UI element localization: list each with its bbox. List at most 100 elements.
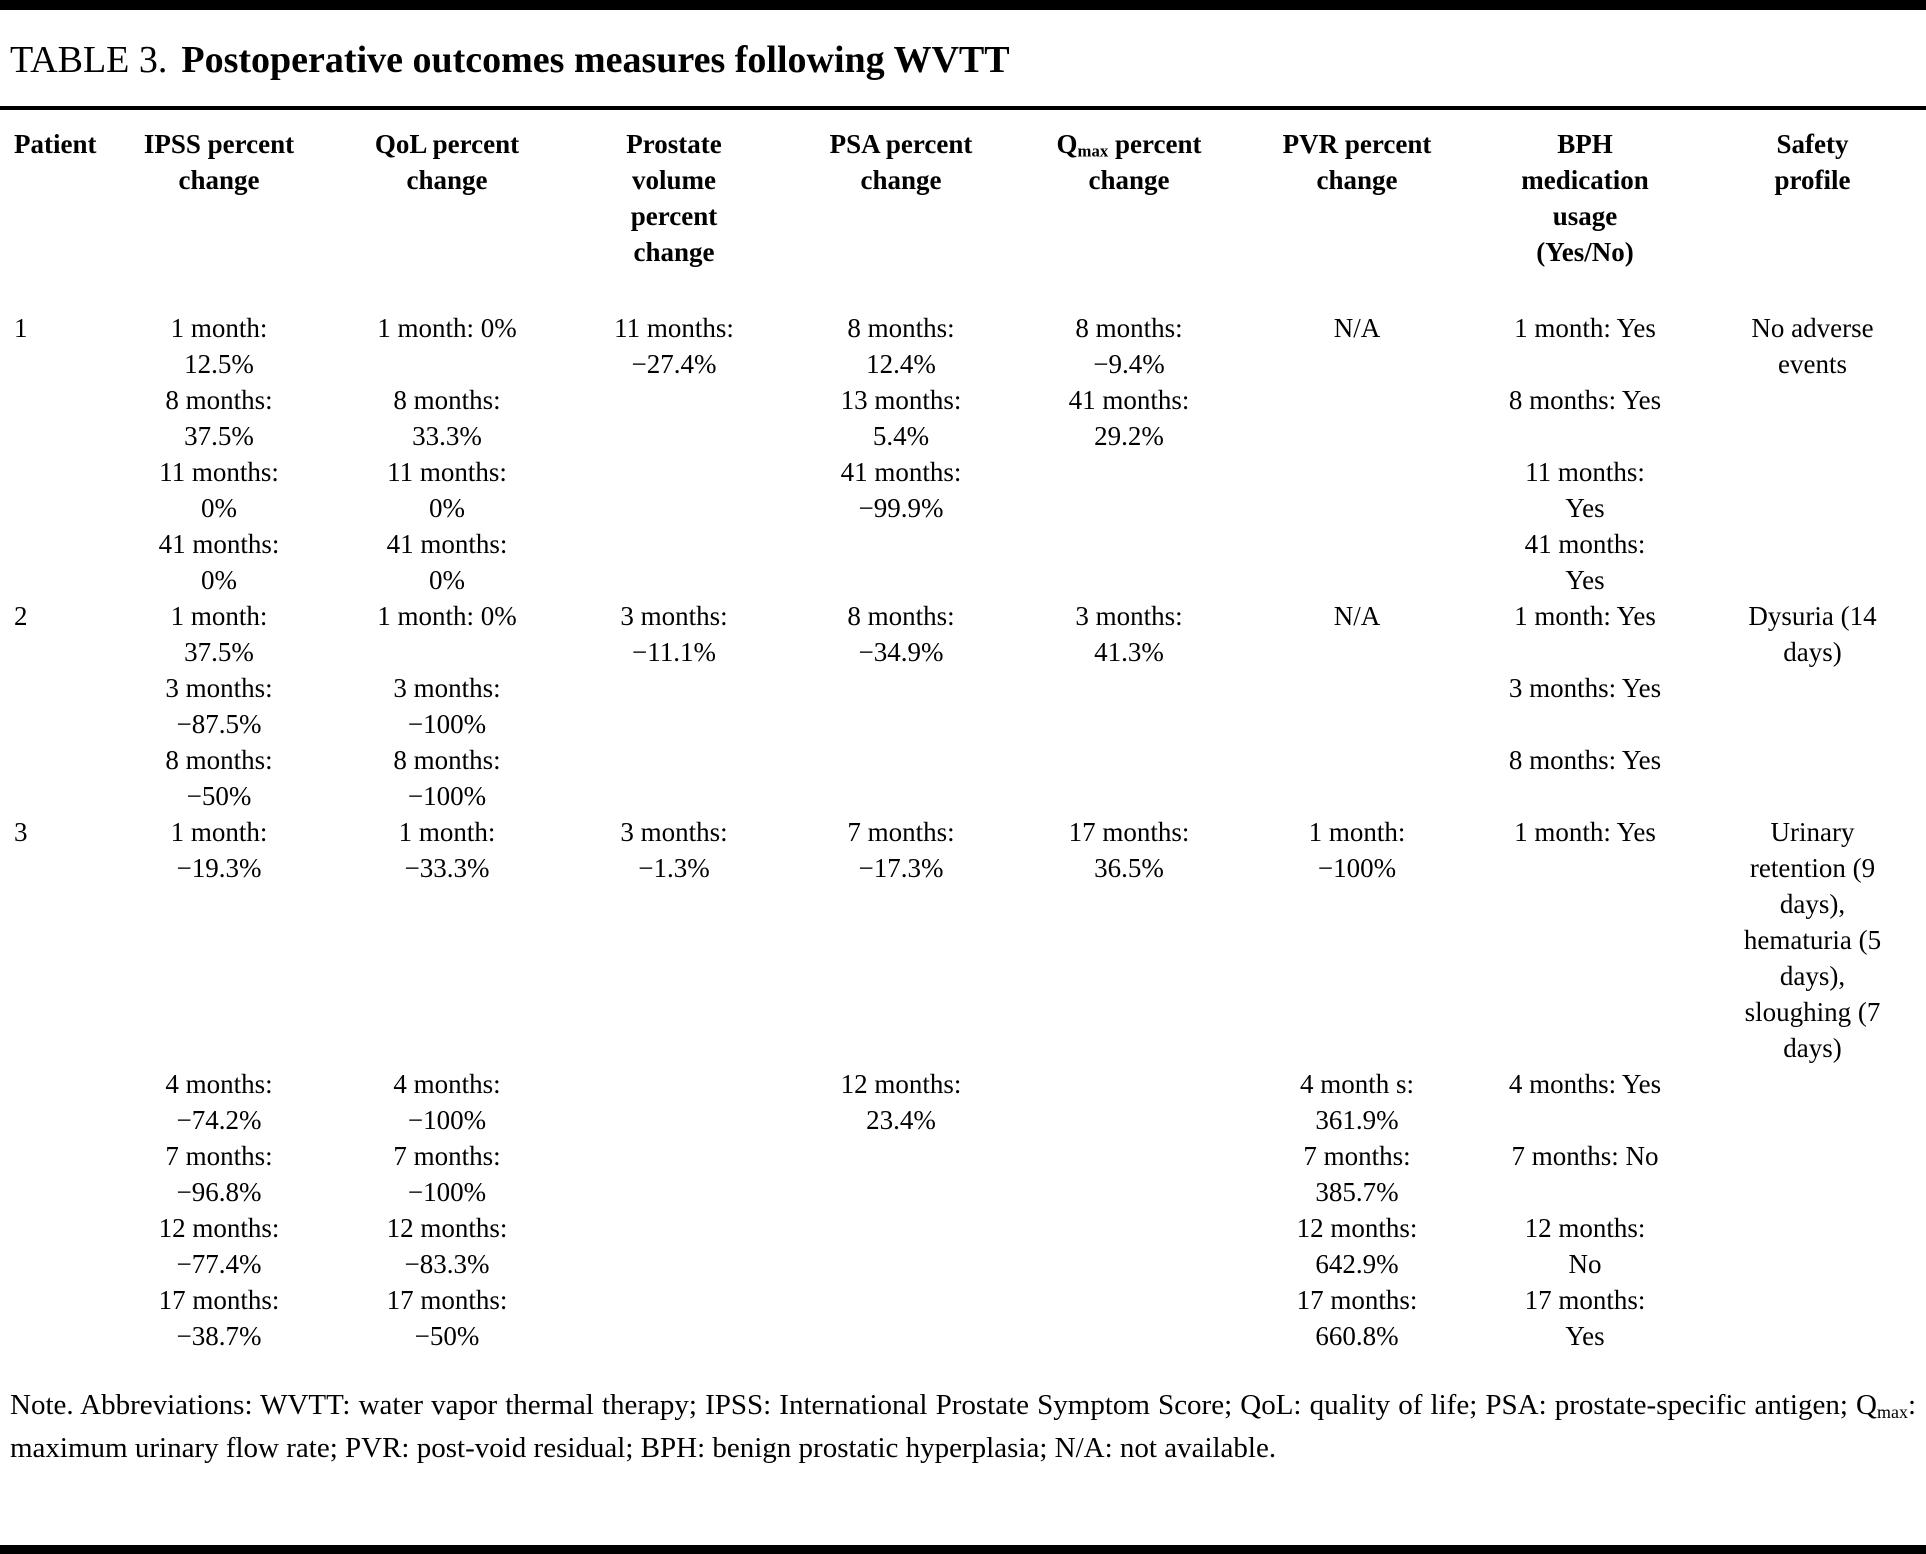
cell-safety: Urinary retention (9 days), hematuria (5 day… <box>1699 814 1926 1066</box>
header-prostate-volume-label: Prostate volume percent change <box>626 129 722 267</box>
cell-entry: 8 months: −9.4% <box>1015 310 1243 382</box>
entry-line: 3 months: <box>620 817 728 847</box>
entry-line: −74.2% <box>176 1105 262 1135</box>
cell-safety: No adverse events <box>1699 310 1926 598</box>
entry-line: −19.3% <box>176 853 262 883</box>
cell-entry: 7 months: No <box>1471 1138 1699 1210</box>
note-text-after: : maximum urinary flow rate; PVR: post-v… <box>10 1389 1916 1464</box>
entry-line: 8 months: <box>393 745 501 775</box>
entry-line: −96.8% <box>176 1177 262 1207</box>
entry-line: 8 months: <box>847 313 955 343</box>
entry-line: No adverse <box>1751 313 1874 343</box>
cell-safety <box>1699 1066 1926 1354</box>
cell-entry: 8 months: 37.5% <box>105 382 333 454</box>
entry-line: 1 month: <box>1308 817 1406 847</box>
cell-entry: 11 months: 0% <box>105 454 333 526</box>
cell-entry: 11 months: 0% <box>333 454 561 526</box>
entry-line: −17.3% <box>858 853 944 883</box>
cell-entry: Dysuria (14 days) <box>1699 598 1926 670</box>
cell-qmax: 17 months: 36.5% <box>1015 814 1243 1066</box>
cell-entry: 11 months: Yes <box>1471 454 1699 526</box>
entry-line: 41 months: <box>158 529 280 559</box>
cell-entry: 4 months: −74.2% <box>105 1066 333 1138</box>
top-rule <box>0 0 1926 10</box>
header-qmax: Qmax percent change <box>1015 110 1243 310</box>
entry-line: 5.4% <box>872 421 930 451</box>
cell-entry: N/A <box>1243 310 1471 382</box>
entry-line: −38.7% <box>176 1321 262 1351</box>
cell-qmax: 8 months: −9.4% 41 months: 29.2% <box>1015 310 1243 598</box>
entry-line: 33.3% <box>412 421 482 451</box>
cell-entry: 1 month: −19.3% <box>105 814 333 886</box>
cell-entry: 3 months: −1.3% <box>561 814 787 886</box>
entry-line: 17 months: <box>1068 817 1190 847</box>
cell-entry: 41 months: Yes <box>1471 526 1699 598</box>
cell-qmax <box>1015 1066 1243 1354</box>
cell-patient <box>0 1066 105 1354</box>
entry-line: 660.8% <box>1315 1321 1399 1351</box>
entry-line: 29.2% <box>1094 421 1164 451</box>
note-qmax-subscript: max <box>1877 1401 1908 1422</box>
entry-line: Yes <box>1565 1321 1605 1351</box>
cell-ipss: 1 month: 12.5% 8 months: 37.5% 11 months: 0% 4… <box>105 310 333 598</box>
entry-line: 7 months: <box>393 1141 501 1171</box>
cell-psa: 7 months: −17.3% <box>787 814 1015 1066</box>
entry-line: 41.3% <box>1094 637 1164 667</box>
entry-line: 1 month: <box>170 817 268 847</box>
header-qol: QoL percent change <box>333 110 561 310</box>
cell-bph: 1 month: Yes 3 months: Yes 8 months: Yes <box>1471 598 1699 814</box>
entry-line: 1 month: Yes <box>1514 817 1656 847</box>
entry-line: 7 months: <box>1303 1141 1411 1171</box>
cell-entry: 3 months: −87.5% <box>105 670 333 742</box>
entry-line: 0% <box>429 565 465 595</box>
entry-line: −87.5% <box>176 709 262 739</box>
entry-line: 17 months: <box>1524 1285 1646 1315</box>
entry-line: Yes <box>1565 565 1605 595</box>
entry-line: days) <box>1783 1033 1842 1063</box>
entry-line: 361.9% <box>1315 1105 1399 1135</box>
cell-bph: 4 months: Yes 7 months: No 12 months: No 17 … <box>1471 1066 1699 1354</box>
table-row: 4 months: −74.2% 7 months: −96.8% 12 months:… <box>0 1066 1926 1354</box>
cell-qol: 4 months: −100% 7 months: −100% 12 months: −8… <box>333 1066 561 1354</box>
entry-line: 4 month s: <box>1299 1069 1414 1099</box>
entry-line: 12 months: <box>386 1213 508 1243</box>
cell-entry: 12 months: 642.9% <box>1243 1210 1471 1282</box>
entry-line: −50% <box>186 781 252 811</box>
cell-entry: 1 month: Yes <box>1471 310 1699 382</box>
entry-line: −50% <box>414 1321 480 1351</box>
entry-line: 1 month: 0% <box>377 313 517 343</box>
cell-entry: 7 months: 385.7% <box>1243 1138 1471 1210</box>
cell-entry: 1 month: −33.3% <box>333 814 561 886</box>
entry-line: hematuria (5 <box>1743 925 1882 955</box>
header-patient-label: Patient <box>14 129 97 159</box>
cell-entry: 8 months: Yes <box>1471 742 1699 814</box>
entry-line: 1 month: <box>398 817 496 847</box>
cell-entry: No adverse events <box>1699 310 1926 382</box>
cell-qol: 1 month: 0% 8 months: 33.3% 11 months: 0% 41 … <box>333 310 561 598</box>
header-safety-label: Safety profile <box>1774 129 1851 195</box>
cell-entry: 7 months: −100% <box>333 1138 561 1210</box>
entry-line: 17 months: <box>386 1285 508 1315</box>
cell-entry: 17 months: 36.5% <box>1015 814 1243 886</box>
entry-line: N/A <box>1333 601 1381 631</box>
entry-line: 8 months: Yes <box>1508 385 1662 415</box>
entry-line: 7 months: <box>847 817 955 847</box>
table-note: Note. Abbreviations: WVTT: water vapor t… <box>10 1384 1916 1470</box>
entry-line: 12.5% <box>184 349 254 379</box>
cell-ipss: 4 months: −74.2% 7 months: −96.8% 12 months:… <box>105 1066 333 1354</box>
entry-line: sloughing (7 <box>1744 997 1881 1027</box>
cell-entry: 41 months: 0% <box>105 526 333 598</box>
entry-line: −27.4% <box>631 349 717 379</box>
cell-entry: 1 month: Yes <box>1471 598 1699 670</box>
cell-ipss: 1 month: −19.3% <box>105 814 333 1066</box>
cell-prostate-volume <box>561 1066 787 1354</box>
entry-line: No <box>1568 1249 1602 1279</box>
table-header: Patient IPSS percent change QoL percent … <box>0 110 1926 310</box>
entry-line: 41 months: <box>386 529 508 559</box>
entry-line: −9.4% <box>1093 349 1165 379</box>
entry-line: 1 month: 0% <box>377 601 517 631</box>
entry-line: 11 months: <box>614 313 734 343</box>
entry-line: 8 months: <box>165 385 273 415</box>
entry-line: 11 months: <box>159 457 279 487</box>
cell-entry: 12 months: −77.4% <box>105 1210 333 1282</box>
